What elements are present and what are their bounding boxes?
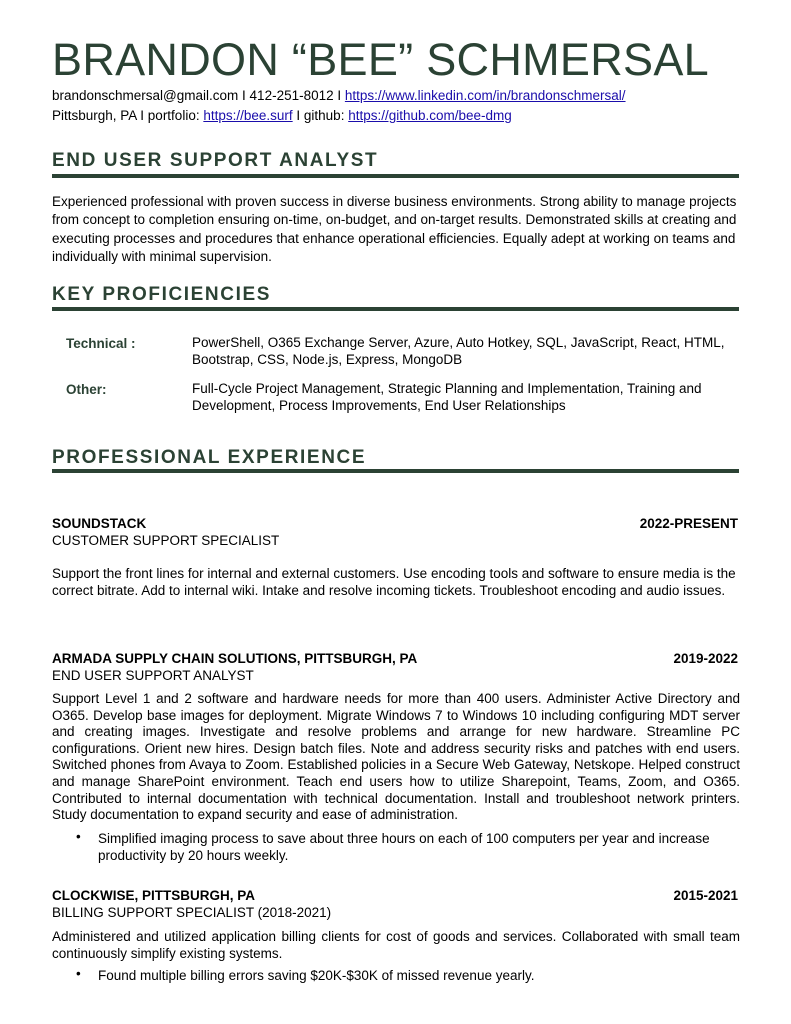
job-title: END USER SUPPORT ANALYST	[52, 668, 254, 683]
job-title: CUSTOMER SUPPORT SPECIALIST	[52, 533, 280, 548]
phone: 412-251-8012	[249, 88, 334, 103]
job-dates: 2019-2022	[673, 651, 738, 666]
contact-line-2: Pittsburgh, PA I portfolio: https://bee.…	[52, 108, 512, 123]
email: brandonschmersal@gmail.com	[52, 88, 239, 103]
job-description: Support the front lines for internal and…	[52, 566, 736, 598]
proficiency-value-other: Full-Cycle Project Management, Strategic…	[192, 381, 702, 413]
bullet-marker: •	[76, 966, 81, 981]
proficiency-label-other: Other:	[66, 382, 107, 397]
proficiencies-heading: KEY PROFICIENCIES	[52, 284, 271, 305]
achievement-bullet: Simplified imaging process to save about…	[98, 831, 710, 863]
job-dates: 2022-PRESENT	[639, 516, 738, 531]
proficiency-value-technical: PowerShell, O365 Exchange Server, Azure,…	[192, 335, 725, 367]
job-dates: 2015-2021	[673, 888, 738, 903]
linkedin-link[interactable]: https://www.linkedin.com/in/brandonschme…	[344, 88, 626, 103]
experience-heading: PROFESSIONAL EXPERIENCE	[52, 447, 367, 468]
job-description: Support Level 1 and 2 software and hardw…	[52, 691, 740, 823]
location: Pittsburgh, PA	[52, 108, 137, 123]
job-company: SOUNDSTACK	[52, 516, 147, 531]
summary-text: Experienced professional with proven suc…	[52, 194, 737, 264]
job-company: CLOCKWISE, PITTSBURGH, PA	[52, 888, 256, 903]
job-description: Administered and utilized application bi…	[52, 929, 740, 961]
contact-line-1: brandonschmersal@gmail.com I 412-251-801…	[52, 88, 626, 103]
bullet-marker: •	[76, 829, 81, 844]
section-divider	[52, 469, 739, 473]
job-title: BILLING SUPPORT SPECIALIST (2018-2021)	[52, 905, 332, 920]
achievement-bullet: Found multiple billing errors saving $20…	[98, 968, 535, 983]
summary-heading: END USER SUPPORT ANALYST	[52, 150, 379, 171]
section-divider	[52, 307, 739, 311]
portfolio-link[interactable]: https://bee.surf	[203, 108, 293, 123]
section-divider	[52, 174, 739, 178]
proficiency-label-technical: Technical :	[66, 336, 136, 351]
job-company: ARMADA SUPPLY CHAIN SOLUTIONS, PITTSBURG…	[52, 651, 418, 666]
github-link[interactable]: https://github.com/bee-dmg	[348, 108, 512, 123]
candidate-name: BRANDON “BEE” SCHMERSAL	[52, 34, 710, 85]
